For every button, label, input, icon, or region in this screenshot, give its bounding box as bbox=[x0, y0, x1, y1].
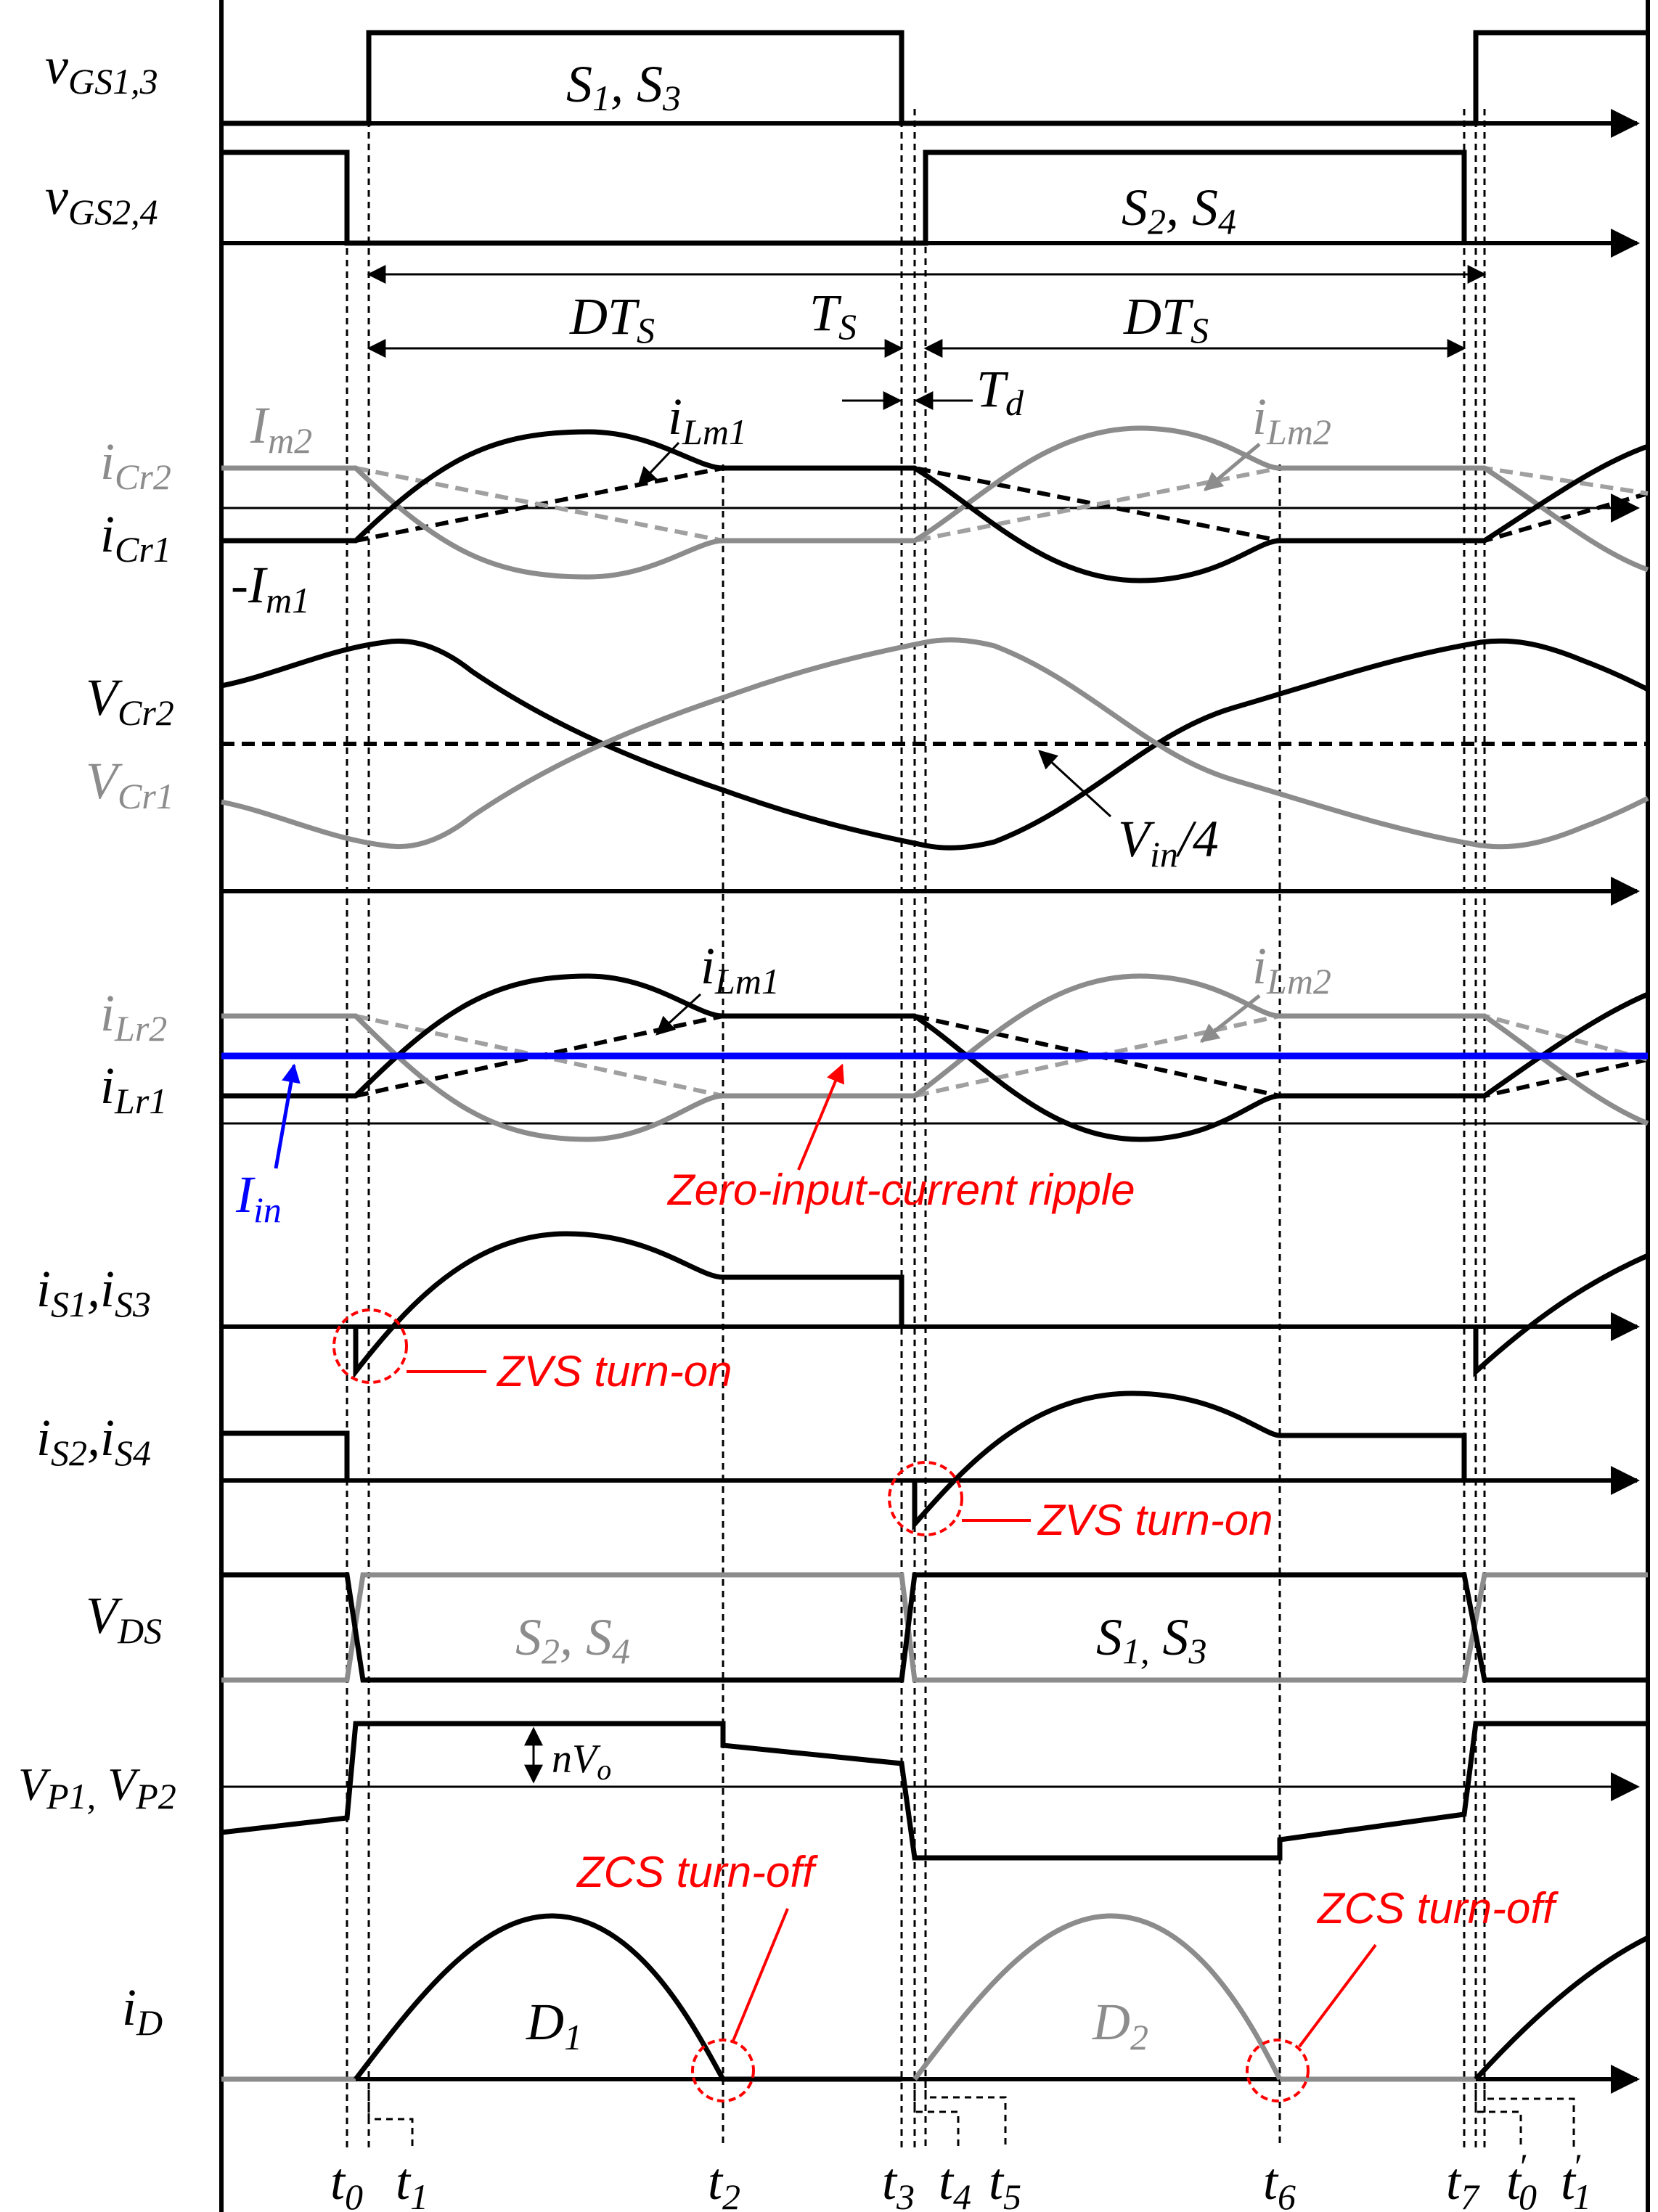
im2-label: Im2 bbox=[250, 396, 312, 461]
vin4-label: Vin/4 bbox=[1118, 810, 1219, 874]
iin-label: Iin bbox=[235, 1166, 282, 1230]
icr2-label: iCr2 bbox=[100, 433, 171, 497]
vgs13-label: vGS1,3 bbox=[45, 37, 158, 102]
time-marker-leaders bbox=[367, 2090, 1575, 2148]
zero-ripple-pointer bbox=[797, 1063, 844, 1171]
vcr2-waveform bbox=[221, 638, 1649, 851]
id-d1-waveform bbox=[354, 1913, 902, 2082]
zcs-annotation-2: ZCS turn-off bbox=[1316, 1884, 1559, 1933]
ilm1-pointer-a bbox=[637, 441, 680, 486]
time-marker-t1: t1 bbox=[396, 2152, 428, 2212]
time-marker-t5: t5 bbox=[989, 2152, 1021, 2212]
icr2-waveform bbox=[221, 425, 1649, 580]
time-marker-t0-prime: t′ 0 bbox=[1506, 2146, 1537, 2212]
vcr1-label: VCr1 bbox=[86, 752, 174, 816]
zcs-pointer-1 bbox=[732, 1908, 789, 2041]
time-marker-t4: t4 bbox=[939, 2152, 971, 2212]
zvs-circle-2 bbox=[888, 1461, 963, 1536]
zcs-annotation-1: ZCS turn-off bbox=[576, 1848, 818, 1896]
icr1-waveform bbox=[221, 429, 1649, 583]
ilm2-label-b: iLm2 bbox=[1252, 937, 1331, 1001]
ilm2-label-a: iLm2 bbox=[1252, 388, 1331, 452]
zvs-annotation-1: ZVS turn-on bbox=[496, 1347, 732, 1396]
icr1-label: iCr1 bbox=[100, 505, 171, 570]
time-marker-t7: t7 bbox=[1446, 2152, 1480, 2212]
vgs13-waveform bbox=[221, 30, 1648, 126]
is13-waveform bbox=[353, 1231, 1649, 1380]
time-guides bbox=[346, 109, 1486, 2148]
time-marker-t3: t3 bbox=[882, 2152, 915, 2212]
ilr1-label: iLr1 bbox=[100, 1057, 167, 1121]
vds-s13-label: S1, S3 bbox=[1096, 1608, 1207, 1671]
iin-pointer bbox=[274, 1063, 301, 1169]
dts-label-right: DTS bbox=[1123, 287, 1209, 351]
ilm1-label-a: iLm1 bbox=[668, 388, 747, 452]
id-d2-waveform bbox=[912, 1913, 1283, 2081]
vds-label: VDS bbox=[86, 1586, 162, 1651]
icr-ilm2-dashed bbox=[355, 466, 1649, 543]
time-marker-t2: t2 bbox=[708, 2152, 740, 2212]
id-d1-next bbox=[1474, 1935, 1649, 2081]
im1-label: -Im1 bbox=[231, 556, 310, 620]
ilm2-pointer-b bbox=[1199, 994, 1261, 1043]
vds-s24-waveform bbox=[221, 1572, 1648, 1683]
vds-s13-waveform bbox=[221, 1572, 1648, 1683]
ilm1-label-b: iLm1 bbox=[701, 937, 780, 1001]
zero-ripple-annotation: Zero-input-current ripple bbox=[666, 1166, 1135, 1214]
nvo-label: nVo bbox=[552, 1737, 611, 1786]
ilr2-label: iLr2 bbox=[100, 984, 167, 1049]
vp-label: VP1, VP2 bbox=[18, 1758, 176, 1816]
vcr2-label: VCr2 bbox=[86, 668, 174, 733]
d2-label: D2 bbox=[1092, 1993, 1148, 2057]
is13-label: iS1,iS3 bbox=[36, 1260, 151, 1324]
zcs-pointer-2 bbox=[1298, 1943, 1377, 2048]
zvs-circle-1 bbox=[332, 1308, 408, 1384]
zcs-circle-2 bbox=[1246, 2039, 1310, 2102]
ilr2-waveform bbox=[221, 973, 1649, 1142]
vp-waveform bbox=[221, 1721, 1648, 1861]
is24-waveform bbox=[221, 1390, 1467, 1531]
vds-s24-label: S2, S4 bbox=[515, 1608, 630, 1671]
vcr1-waveform bbox=[221, 637, 1649, 850]
zvs-annotation-2: ZVS turn-on bbox=[1037, 1496, 1273, 1544]
ilm2-pointer-a bbox=[1204, 443, 1261, 491]
d1-label: D1 bbox=[526, 1993, 582, 2057]
id-label: iD bbox=[122, 1978, 163, 2043]
dts-label-left: DTS bbox=[569, 287, 655, 351]
s24-pulse-label: S2, S4 bbox=[1122, 179, 1236, 242]
is24-label: iS2,iS4 bbox=[36, 1409, 151, 1473]
zcs-circle-1 bbox=[691, 2039, 755, 2102]
time-marker-t6: t6 bbox=[1263, 2152, 1296, 2212]
vgs24-label: vGS2,4 bbox=[45, 168, 158, 232]
ts-label: TS bbox=[809, 284, 857, 347]
vgs24-waveform bbox=[221, 149, 1467, 246]
time-marker-t0: t0 bbox=[330, 2152, 363, 2212]
ilm1-pointer-b bbox=[656, 993, 702, 1036]
time-marker-t1-prime: t′ 1 bbox=[1561, 2146, 1591, 2212]
vin4-pointer bbox=[1038, 750, 1112, 818]
ilr1-waveform bbox=[221, 973, 1649, 1142]
s13-pulse-label: S1, S3 bbox=[566, 55, 681, 118]
td-label: Td bbox=[976, 360, 1024, 423]
